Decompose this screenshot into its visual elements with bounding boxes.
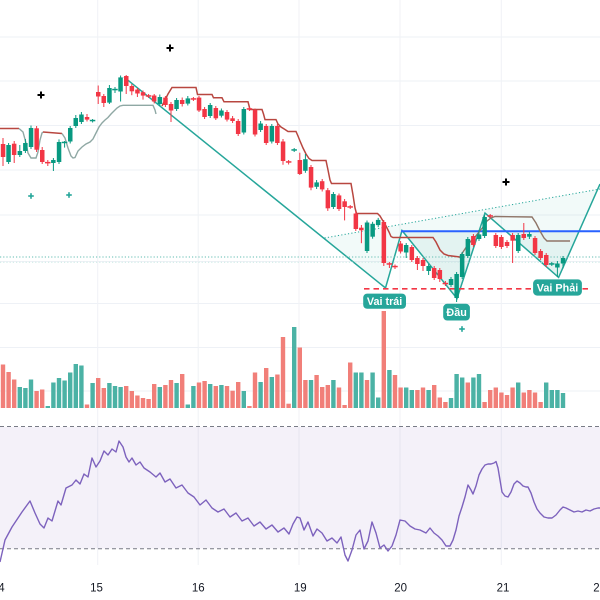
svg-text:Đầu: Đầu <box>446 307 466 319</box>
svg-text:15: 15 <box>90 583 103 595</box>
svg-text:2: 2 <box>593 583 599 595</box>
svg-text:Vai Phải: Vai Phải <box>537 282 578 294</box>
svg-text:16: 16 <box>192 583 205 595</box>
svg-text:19: 19 <box>294 583 307 595</box>
svg-text:4: 4 <box>0 583 5 595</box>
svg-text:20: 20 <box>394 583 407 595</box>
svg-text:Vai trái: Vai trái <box>367 296 402 308</box>
svg-text:21: 21 <box>497 583 510 595</box>
